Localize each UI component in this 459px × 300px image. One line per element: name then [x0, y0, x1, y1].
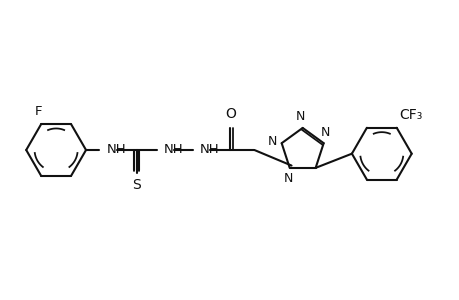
- Text: N: N: [284, 172, 293, 185]
- Text: S: S: [132, 178, 141, 192]
- Text: N: N: [267, 135, 276, 148]
- Text: NH: NH: [106, 143, 126, 157]
- Text: NH: NH: [200, 143, 219, 157]
- Text: N: N: [320, 126, 330, 139]
- Text: NH: NH: [164, 143, 184, 157]
- Text: N: N: [296, 110, 305, 123]
- Text: F: F: [35, 105, 43, 118]
- Text: O: O: [224, 107, 235, 122]
- Text: CF₃: CF₃: [398, 108, 421, 122]
